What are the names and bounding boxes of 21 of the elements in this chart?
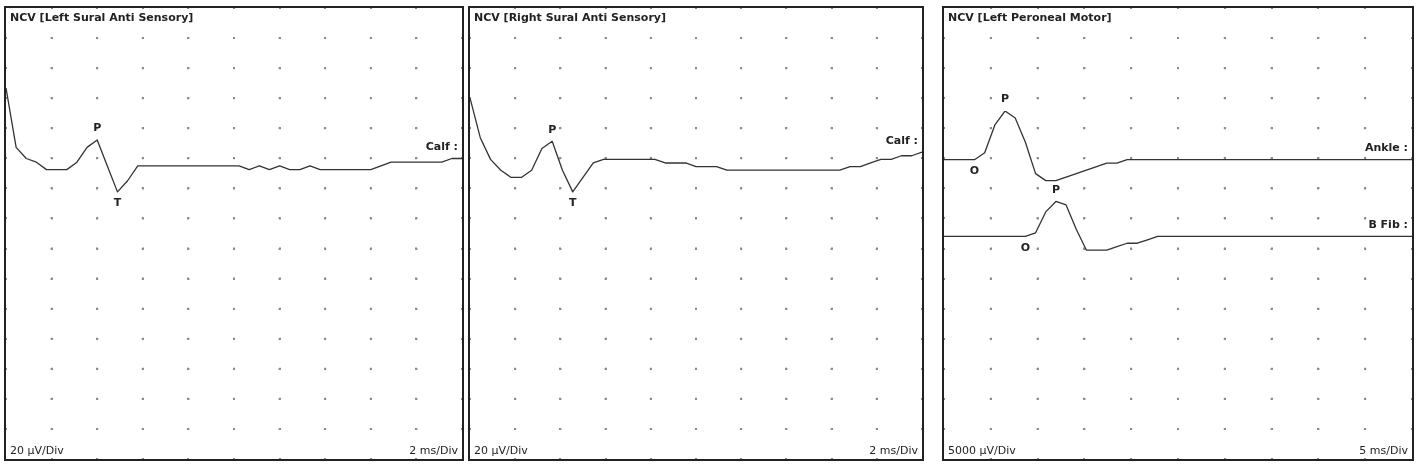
series-label: B Fib :: [1368, 217, 1408, 231]
chart-title: NCV [Left Sural Anti Sensory]: [10, 11, 194, 24]
annotation: 5000 µV/Div: [948, 444, 1016, 457]
annotation: O: [969, 164, 980, 178]
annotation: 2 ms/Div: [409, 444, 458, 457]
annotation: P: [1051, 182, 1060, 196]
series-label: Ankle :: [1364, 141, 1408, 155]
annotation: 20 µV/Div: [474, 444, 528, 457]
annotation: 20 µV/Div: [10, 444, 64, 457]
series-label: Calf :: [425, 139, 458, 153]
annotation: P: [93, 121, 102, 135]
chart-title: NCV [Right Sural Anti Sensory]: [474, 11, 667, 24]
annotation: T: [568, 196, 577, 210]
annotation: T: [113, 196, 122, 210]
series-label: Calf :: [885, 133, 918, 147]
annotation: O: [1020, 240, 1031, 254]
annotation: 5 ms/Div: [1359, 444, 1408, 457]
text: P: [1001, 92, 1010, 106]
annotation: P: [548, 122, 557, 136]
chart-title: NCV [Left Peroneal Motor]: [948, 11, 1112, 24]
annotation: 2 ms/Div: [869, 444, 918, 457]
